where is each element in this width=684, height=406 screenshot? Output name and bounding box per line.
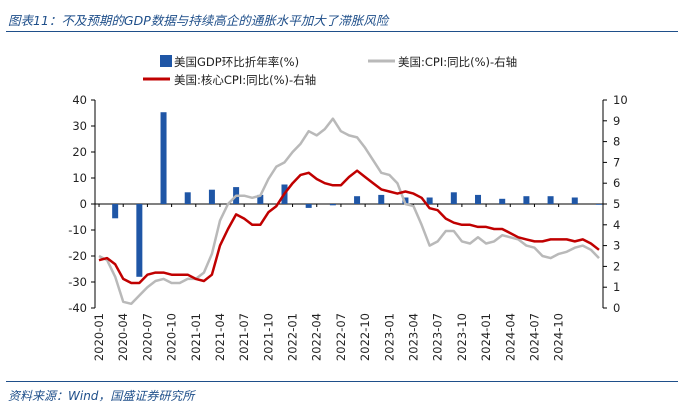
x-tick-label: 2021-04 [213,313,227,361]
gdp-bar [136,204,143,277]
chart-area: -40 -30 -20 -10 0 10 20 30 40 0 1 2 3 4 5 6 7 8 9 10 2020-01… [68,55,628,361]
right-tick-label: 10 [613,93,628,107]
x-tick-label: 2022-10 [358,313,372,361]
x-tick-label: 2024-07 [527,313,541,361]
x-tick-label: 2021-07 [237,313,251,361]
legend-core-cpi-label: 美国:核心CPI:同比(%)-右轴 [174,73,316,87]
x-tick-label: 2022-04 [310,313,324,361]
left-tick-label: 20 [72,145,87,159]
gdp-bar [523,196,530,204]
gdp-bar [184,192,191,204]
left-tick-label: 10 [72,171,87,185]
title-rule [6,31,678,32]
right-tick-label: 4 [613,218,620,232]
x-tick-label: 2024-01 [479,313,493,361]
left-tick-label: -20 [68,249,87,263]
gdp-bar [329,204,336,206]
legend-gdp-label: 美国GDP环比折年率(%) [174,55,299,69]
x-tick-label: 2024-04 [503,313,517,361]
x-tick-label: 2020-07 [140,313,154,361]
gdp-bar [257,194,264,204]
x-tick-label: 2022-01 [286,313,300,361]
right-tick-label: 2 [613,259,620,273]
x-tick-label: 2021-01 [189,313,203,361]
x-tick-label: 2023-07 [431,313,445,361]
right-tick-label: 7 [613,155,620,169]
right-tick-label: 3 [613,239,620,253]
gdp-bar [378,194,385,204]
gdp-bar [305,204,312,208]
chart-title: 图表11：不及预期的GDP数据与持续高企的通胀水平加大了滞胀风险 [8,13,389,28]
x-tick-label: 2021-10 [261,313,275,361]
gdp-bar [450,192,457,204]
right-tick-label: 9 [613,114,620,128]
x-tick-label: 2020-10 [165,313,179,361]
left-tick-label: -30 [68,275,87,289]
gdp-bar [475,194,482,204]
right-tick-label: 1 [613,280,620,294]
gdp-bar [354,196,361,204]
gdp-bar [426,197,433,204]
source-rule [6,381,678,382]
x-tick-label: 2023-10 [455,313,469,361]
left-tick-label: 0 [80,197,87,211]
left-tick-label: -40 [68,301,87,315]
x-tick-label: 2024-10 [552,313,566,361]
x-tick-label: 2023-04 [407,313,421,361]
legend-cpi-label: 美国:CPI:同比(%)-右轴 [398,55,517,69]
x-tick-label: 2020-01 [92,313,106,361]
left-tick-label: 40 [72,93,87,107]
right-tick-label: 5 [613,197,620,211]
gdp-bar [112,204,119,219]
cpi-line [98,117,600,306]
core-cpi-line [98,169,600,285]
gdp-bar [208,189,215,204]
gdp-bar [160,112,167,204]
left-tick-label: 30 [72,119,87,133]
right-tick-label: 6 [613,176,620,190]
source-note: 资料来源：Wind，国盛证券研究所 [8,389,195,403]
x-tick-label: 2020-04 [116,313,130,361]
right-tick-label: 8 [613,135,620,149]
x-tick-label: 2022-07 [334,313,348,361]
x-tick-label: 2023-01 [382,313,396,361]
gdp-bar [499,198,506,204]
gdp-bar [571,197,578,204]
gdp-bar [547,196,554,204]
gdp-bar [595,204,602,205]
left-tick-label: -10 [68,223,87,237]
right-tick-label: 0 [613,301,620,315]
legend-gdp-swatch [160,55,172,67]
